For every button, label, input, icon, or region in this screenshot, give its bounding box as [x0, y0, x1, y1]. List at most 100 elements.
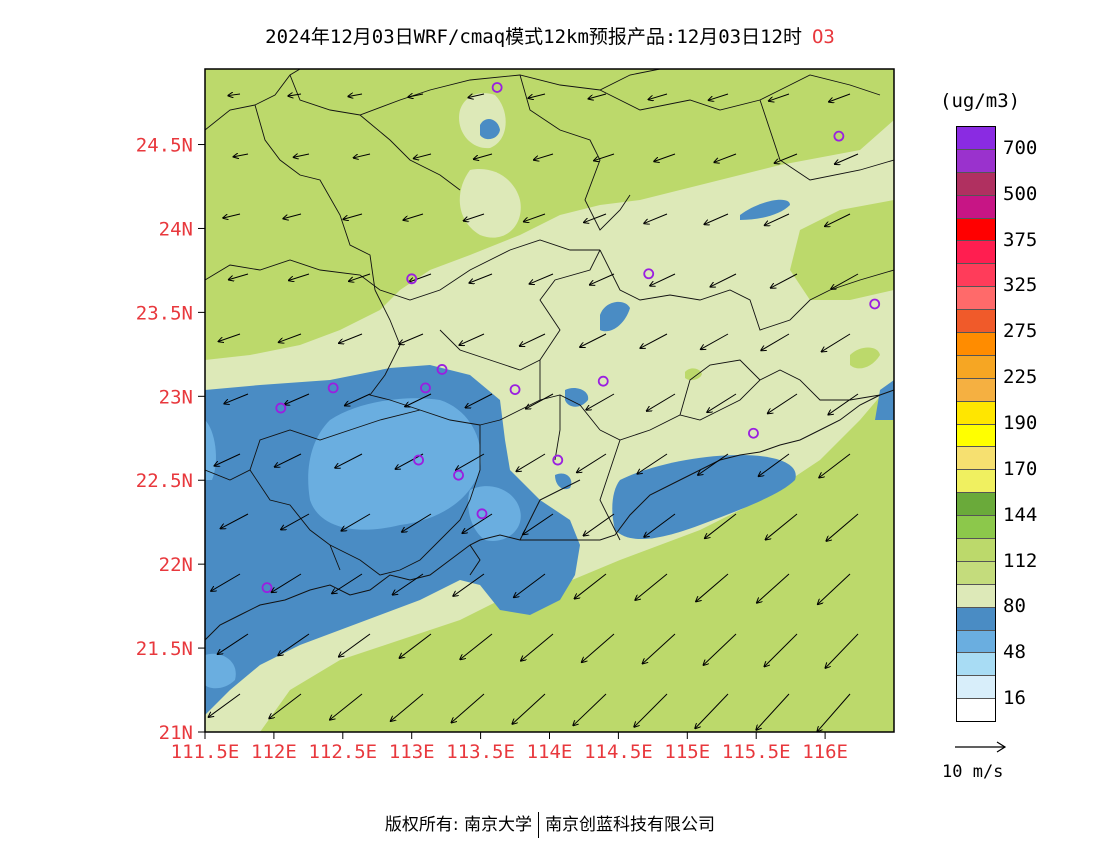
wind-vector [759, 453, 790, 476]
legend-swatch [957, 333, 995, 356]
wind-vector [348, 94, 363, 96]
lon-tick-label: 113E [389, 741, 435, 763]
wind-vector [817, 693, 851, 731]
legend-swatch [957, 653, 995, 677]
legend-swatch [957, 127, 995, 150]
wind-vector [283, 213, 302, 219]
wind-vector [342, 513, 371, 531]
lon-tick-label: 112.5E [308, 741, 377, 763]
wind-vector [228, 94, 241, 96]
legend-label: 500 [1003, 182, 1038, 205]
chart-title: 2024年12月03日WRF/cmaq模式12km预报产品:12月03日12时 O… [0, 22, 1100, 49]
wind-vector [590, 273, 615, 285]
wind-vector [229, 273, 249, 280]
wind-vector [209, 693, 241, 717]
legend-swatch [957, 401, 995, 425]
wind-vector [456, 453, 485, 470]
field-green-spot [685, 368, 702, 381]
wind-vector [589, 93, 607, 99]
station-marker [327, 382, 339, 394]
wind-vector [354, 153, 371, 158]
wind-vector [584, 513, 615, 536]
wind-vector [634, 693, 668, 727]
copyright-footer: 版权所有: 南京大学 南京创蓝科技有限公司 [0, 810, 1100, 838]
legend-swatch [957, 287, 995, 311]
wind-vector [391, 693, 424, 721]
wind-vectors [209, 93, 859, 731]
copyright-separator [538, 812, 540, 838]
wind-vector [402, 513, 432, 532]
wind-vector [819, 453, 851, 477]
field-blue-small-2 [480, 118, 500, 140]
wind-vector [393, 573, 424, 595]
wind-vector [775, 153, 798, 163]
wind-vector [234, 154, 249, 157]
legend-swatch [957, 630, 995, 654]
wind-vector [269, 693, 302, 718]
legend-label: 170 [1003, 457, 1038, 480]
legend-swatch [957, 355, 995, 379]
wind-vector [654, 153, 676, 161]
wind-vector [644, 513, 676, 537]
station-marker [748, 427, 759, 439]
legend-label: 16 [1003, 687, 1026, 710]
legend-label: 375 [1003, 228, 1038, 251]
wind-vector [272, 573, 302, 592]
station-markers [261, 82, 881, 594]
field-blue-small-3 [740, 199, 790, 220]
wind-vector [756, 693, 790, 730]
lat-tick-label: 23N [159, 386, 193, 408]
field-green-north [205, 69, 894, 360]
lon-tick-label: 116E [802, 741, 848, 763]
wind-vector [825, 633, 859, 668]
station-marker [491, 82, 503, 93]
wind-vector [285, 393, 310, 405]
legend-swatch [957, 378, 995, 402]
field-blue-small-6 [555, 473, 572, 490]
wind-vector [714, 153, 737, 162]
legend-swatch [957, 310, 995, 334]
wind-vector [405, 393, 432, 406]
wind-vector [761, 333, 790, 350]
copyright-company: 南京创蓝科技有限公司 [545, 815, 716, 835]
legend-label: 112 [1003, 549, 1038, 572]
wind-vector [704, 213, 729, 224]
lat-tick-label: 22.5N [136, 470, 193, 492]
field-lightblue-sw2 [205, 653, 236, 689]
legend-swatch [957, 493, 995, 517]
wind-vector [526, 393, 554, 409]
latitude-ticks: 24.5N 24N 23.5N 23N 22.5N 22N 21.5N 21N [136, 135, 205, 744]
wind-vector [289, 273, 310, 280]
wind-vector [649, 93, 668, 99]
wind-vector [275, 453, 302, 467]
wind-vector [580, 333, 607, 347]
field-blue-small-1 [600, 301, 630, 332]
wind-vector [647, 393, 676, 411]
station-marker [453, 469, 464, 481]
lon-tick-label: 115.5E [722, 741, 791, 763]
wind-vector [635, 573, 668, 600]
admin-boundaries [205, 69, 894, 576]
wind-vector [710, 273, 737, 287]
wind-vector [516, 453, 546, 471]
legend-label: 190 [1003, 412, 1038, 434]
wind-vector [530, 273, 554, 284]
wind-vector [339, 633, 371, 657]
wind-vector [575, 573, 607, 599]
wind-vector [224, 393, 249, 404]
legend-label: 275 [1003, 320, 1038, 343]
wind-vector [464, 213, 485, 221]
wind-vector [469, 273, 493, 283]
lat-tick-label: 22N [159, 554, 193, 576]
wind-vector [818, 573, 851, 604]
longitude-ticks: 111.5E 112E 112.5E 113E 113.5E 114E 114.5E 115E… [171, 732, 848, 763]
lon-tick-label: 114.5E [584, 741, 653, 763]
wind-vector [339, 333, 363, 343]
wind-vector [640, 333, 668, 348]
wind-vector [771, 273, 798, 288]
wind-vector [705, 513, 737, 538]
wind-vector [825, 213, 851, 226]
legend-swatch [957, 172, 995, 196]
wind-vector [573, 693, 607, 725]
wind-vector [288, 94, 302, 96]
